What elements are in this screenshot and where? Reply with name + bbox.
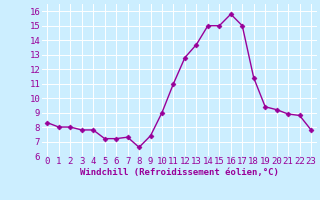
X-axis label: Windchill (Refroidissement éolien,°C): Windchill (Refroidissement éolien,°C) (80, 168, 279, 177)
